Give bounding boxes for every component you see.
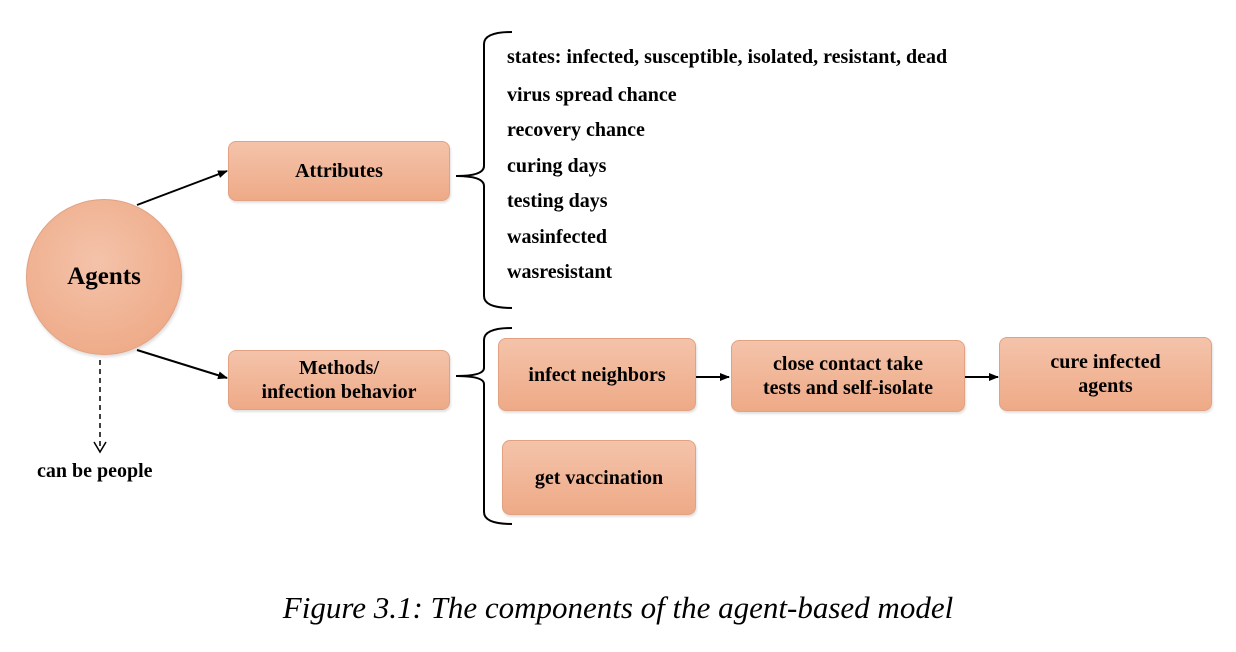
- step-label-line2: agents: [1078, 375, 1133, 397]
- attributes-label: Attributes: [295, 160, 383, 182]
- arrow-agents-to-attributes: [136, 170, 228, 206]
- step-label-line1: cure infected: [1050, 351, 1161, 373]
- dashed-arrow-head: [93, 441, 107, 454]
- agents-note: can be people: [37, 460, 153, 482]
- arrow-agents-to-methods: [136, 349, 228, 380]
- step-label-line1: close contact take: [773, 353, 923, 375]
- step-label-line2: tests and self-isolate: [763, 377, 933, 399]
- methods-label-line2: infection behavior: [261, 381, 417, 403]
- attribute-item: wasinfected: [507, 226, 607, 248]
- step-get-vaccination: get vaccination: [502, 440, 696, 515]
- agents-label: Agents: [67, 263, 141, 290]
- attribute-item: virus spread chance: [507, 84, 677, 106]
- agents-node: Agents: [26, 199, 182, 355]
- methods-brace: [455, 327, 513, 525]
- attribute-item: curing days: [507, 155, 607, 177]
- attribute-item: wasresistant: [507, 261, 613, 283]
- attribute-item: recovery chance: [507, 119, 645, 141]
- step-infect-neighbors: infect neighbors: [498, 338, 696, 411]
- attributes-brace: [455, 31, 513, 309]
- methods-label-line1: Methods/: [299, 357, 379, 379]
- step-cure-infected: cure infected agents: [999, 337, 1212, 411]
- step-label: get vaccination: [534, 466, 664, 489]
- step-close-contact: close contact take tests and self-isolat…: [731, 340, 965, 412]
- attribute-item: states: infected, susceptible, isolated,…: [507, 46, 948, 68]
- step-label: infect neighbors: [528, 363, 666, 386]
- attributes-node: Attributes: [228, 141, 450, 201]
- methods-node: Methods/ infection behavior: [228, 350, 450, 410]
- figure-caption: Figure 3.1: The components of the agent-…: [282, 590, 954, 625]
- attribute-item: testing days: [507, 190, 608, 212]
